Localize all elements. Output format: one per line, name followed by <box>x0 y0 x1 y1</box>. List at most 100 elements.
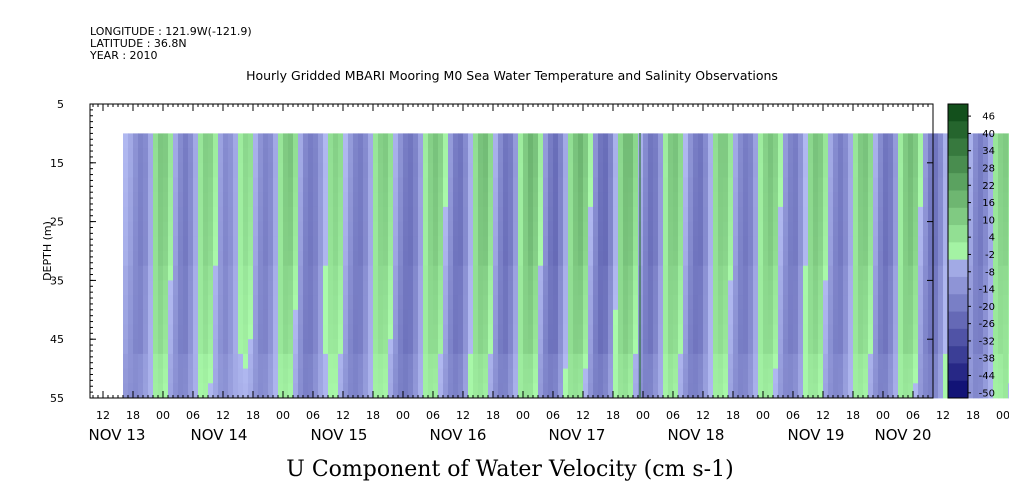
heatmap-cell <box>643 353 649 369</box>
heatmap-cell <box>633 368 639 384</box>
heatmap-cell <box>513 251 519 267</box>
heatmap-cell <box>498 251 504 267</box>
heatmap-cell <box>463 324 469 340</box>
heatmap-cell <box>908 206 914 222</box>
heatmap-cell <box>853 280 859 296</box>
heatmap-cell <box>748 368 754 384</box>
heatmap-cell <box>938 339 944 355</box>
heatmap-cell <box>363 324 369 340</box>
heatmap-cell <box>473 383 479 399</box>
heatmap-cell <box>988 309 994 325</box>
heatmap-cell <box>993 177 999 193</box>
heatmap-cell <box>558 295 564 311</box>
heatmap-cell <box>818 324 824 340</box>
heatmap-cell <box>848 368 854 384</box>
heatmap-cell <box>983 133 989 149</box>
heatmap-cell <box>478 236 484 252</box>
heatmap-cell <box>623 236 629 252</box>
heatmap-cell <box>703 251 709 267</box>
heatmap-cell <box>238 133 244 149</box>
heatmap-cell <box>878 295 884 311</box>
heatmap-cell <box>938 206 944 222</box>
heatmap-cell <box>878 265 884 281</box>
heatmap-cell <box>793 162 799 178</box>
heatmap-cell <box>663 265 669 281</box>
heatmap-cell <box>303 309 309 325</box>
heatmap-cell <box>883 206 889 222</box>
heatmap-cell <box>453 162 459 178</box>
heatmap-cell <box>538 177 544 193</box>
heatmap-cell <box>793 265 799 281</box>
heatmap-cell <box>583 265 589 281</box>
heatmap-cell <box>508 177 514 193</box>
heatmap-cell <box>423 221 429 237</box>
heatmap-cell <box>473 206 479 222</box>
heatmap-cell <box>368 221 374 237</box>
heatmap-cell <box>403 309 409 325</box>
heatmap-cell <box>418 251 424 267</box>
heatmap-cell <box>973 309 979 325</box>
heatmap-cell <box>943 265 949 281</box>
heatmap-cell <box>448 353 454 369</box>
heatmap-cell <box>973 280 979 296</box>
heatmap-cell <box>373 368 379 384</box>
heatmap-cell <box>383 236 389 252</box>
heatmap-cell <box>803 177 809 193</box>
heatmap-cell <box>578 339 584 355</box>
heatmap-cell <box>428 280 434 296</box>
heatmap-cell <box>308 206 314 222</box>
heatmap-cell <box>468 280 474 296</box>
heatmap-cell <box>848 221 854 237</box>
heatmap-cell <box>593 368 599 384</box>
heatmap-cell <box>533 324 539 340</box>
heatmap-cell <box>508 280 514 296</box>
heatmap-cell <box>663 236 669 252</box>
heatmap-cell <box>368 353 374 369</box>
heatmap-cell <box>783 368 789 384</box>
heatmap-cell <box>803 339 809 355</box>
heatmap-cell <box>428 309 434 325</box>
heatmap-cell <box>278 339 284 355</box>
heatmap-cell <box>818 339 824 355</box>
colorbar-label: -20 <box>979 302 995 313</box>
heatmap-cell <box>393 280 399 296</box>
heatmap-cell <box>178 339 184 355</box>
heatmap-cell <box>458 265 464 281</box>
heatmap-cell <box>598 295 604 311</box>
heatmap-cell <box>733 353 739 369</box>
heatmap-cell <box>208 206 214 222</box>
heatmap-cell <box>658 133 664 149</box>
heatmap-cell <box>333 280 339 296</box>
heatmap-cell <box>758 162 764 178</box>
heatmap-cell <box>663 206 669 222</box>
heatmap-cell <box>358 236 364 252</box>
heatmap-cell <box>298 192 304 208</box>
heatmap-cell <box>553 265 559 281</box>
heatmap-cell <box>508 206 514 222</box>
heatmap-cell <box>808 192 814 208</box>
heatmap-cell <box>173 251 179 267</box>
heatmap-cell <box>923 265 929 281</box>
heatmap-cell <box>358 251 364 267</box>
heatmap-cell <box>373 192 379 208</box>
heatmap-cell <box>648 339 654 355</box>
heatmap-cell <box>273 295 279 311</box>
heatmap-cell <box>448 309 454 325</box>
heatmap-cell <box>303 368 309 384</box>
heatmap-cell <box>768 295 774 311</box>
x-tick-label: 12 <box>456 409 470 422</box>
heatmap-cell <box>778 221 784 237</box>
heatmap-cell <box>783 324 789 340</box>
heatmap-cell <box>133 339 139 355</box>
heatmap-cell <box>838 148 844 164</box>
heatmap-cell <box>878 133 884 149</box>
heatmap-cell <box>683 221 689 237</box>
heatmap-cell <box>443 192 449 208</box>
heatmap-cell <box>513 177 519 193</box>
heatmap-cell <box>908 221 914 237</box>
heatmap-cell <box>703 221 709 237</box>
heatmap-cell <box>188 280 194 296</box>
heatmap-cell <box>838 236 844 252</box>
heatmap-cell <box>788 295 794 311</box>
heatmap-cell <box>468 192 474 208</box>
